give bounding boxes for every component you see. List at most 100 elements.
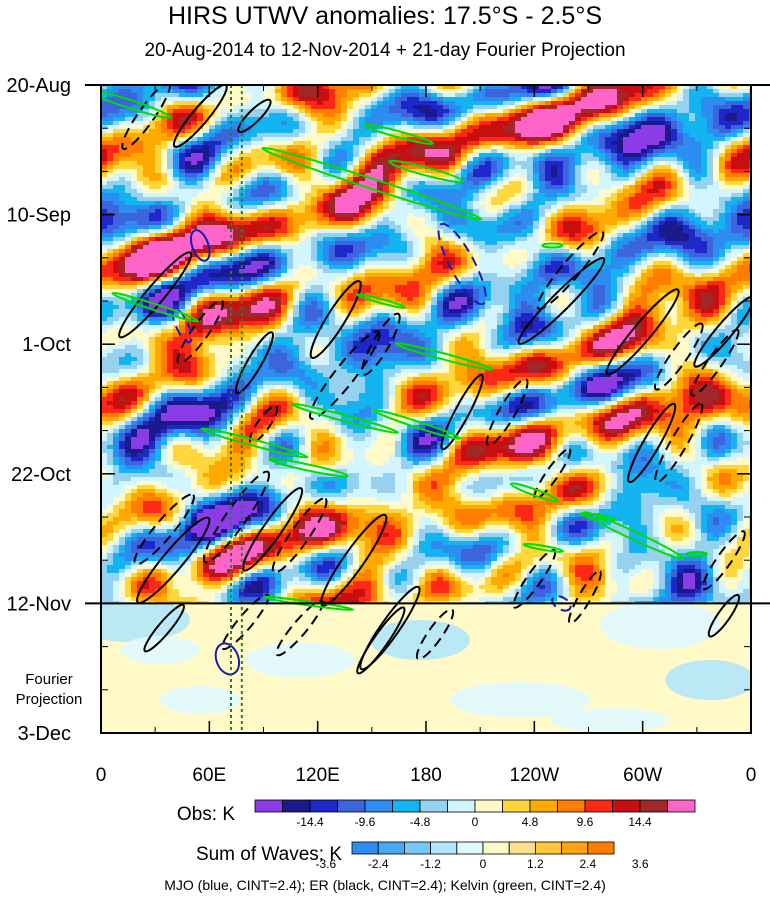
obs-cell [209,201,215,205]
obs-cell [257,105,263,109]
obs-cell [677,241,683,245]
obs-cell [197,249,203,253]
obs-cell [173,117,179,121]
obs-cell [347,245,353,249]
obs-cell [653,261,659,265]
obs-cell [317,173,323,177]
obs-cell [101,121,107,125]
obs-cell [395,101,401,105]
obs-cell [653,93,659,97]
obs-cell [179,201,185,205]
obs-cell [275,249,281,253]
obs-cell [509,141,515,145]
obs-cell [647,85,653,89]
obs-cell [437,145,443,149]
obs-cell [443,137,449,141]
obs-cell [131,181,137,185]
obs-cell [689,117,695,121]
obs-cell [521,113,527,117]
obs-cell [395,149,401,153]
obs-cell [731,213,737,217]
obs-cell [539,121,545,125]
obs-cell [161,85,167,89]
obs-cell [287,197,293,201]
obs-cell [569,141,575,145]
obs-cell [173,257,179,261]
obs-cell [185,141,191,145]
obs-cell [581,105,587,109]
obs-cell [713,165,719,169]
obs-cell [671,245,677,249]
obs-cell [533,229,539,233]
obs-cell [347,249,353,253]
obs-cell [449,109,455,113]
obs-cell [731,113,737,117]
obs-cell [587,265,593,269]
obs-cell [293,201,299,205]
obs-cell [455,249,461,253]
obs-cell [275,221,281,225]
obs-cell [221,225,227,229]
obs-cell [635,137,641,141]
obs-cell [143,97,149,101]
obs-cell [605,189,611,193]
obs-cell [503,129,509,133]
obs-cell [713,117,719,121]
obs-cell [581,221,587,225]
obs-cell [527,181,533,185]
obs-cell [131,233,137,237]
obs-cell [287,157,293,161]
obs-cell [203,233,209,237]
obs-cell [431,113,437,117]
obs-cell [575,173,581,177]
obs-cell [743,245,749,249]
obs-cell [119,225,125,229]
obs-cell [701,253,707,257]
obs-cell [509,101,515,105]
obs-cell [191,125,197,129]
obs-cell [167,213,173,217]
obs-cell [623,97,629,101]
obs-cell [395,217,401,221]
obs-cell [269,129,275,133]
obs-cell [515,213,521,217]
obs-cell [497,161,503,165]
obs-cell [203,193,209,197]
obs-cell [215,241,221,245]
obs-cell [335,129,341,133]
obs-cell [143,117,149,121]
obs-cell [461,205,467,209]
obs-cell [743,241,749,245]
obs-cell [281,89,287,93]
obs-cell [611,245,617,249]
obs-cell [719,201,725,205]
obs-cell [581,181,587,185]
obs-cell [665,221,671,225]
obs-cell [101,197,107,201]
obs-cell [719,197,725,201]
obs-cell [101,153,107,157]
obs-cell [521,229,527,233]
obs-cell [491,241,497,245]
obs-cell [311,117,317,121]
obs-cell [317,137,323,141]
obs-cell [635,205,641,209]
obs-cell [209,193,215,197]
obs-cell [359,157,365,161]
obs-cell [737,205,743,209]
obs-cell [545,109,551,113]
obs-cell [299,181,305,185]
obs-cell [239,189,245,193]
obs-cell [383,197,389,201]
obs-cell [677,217,683,221]
obs-cell [467,217,473,221]
obs-cell [575,241,581,245]
obs-cell [389,109,395,113]
obs-cell [257,197,263,201]
obs-cell [743,249,749,253]
obs-cell [593,137,599,141]
obs-cell [521,125,527,129]
obs-cell [617,121,623,125]
obs-cell [551,237,557,241]
obs-cell [137,221,143,225]
